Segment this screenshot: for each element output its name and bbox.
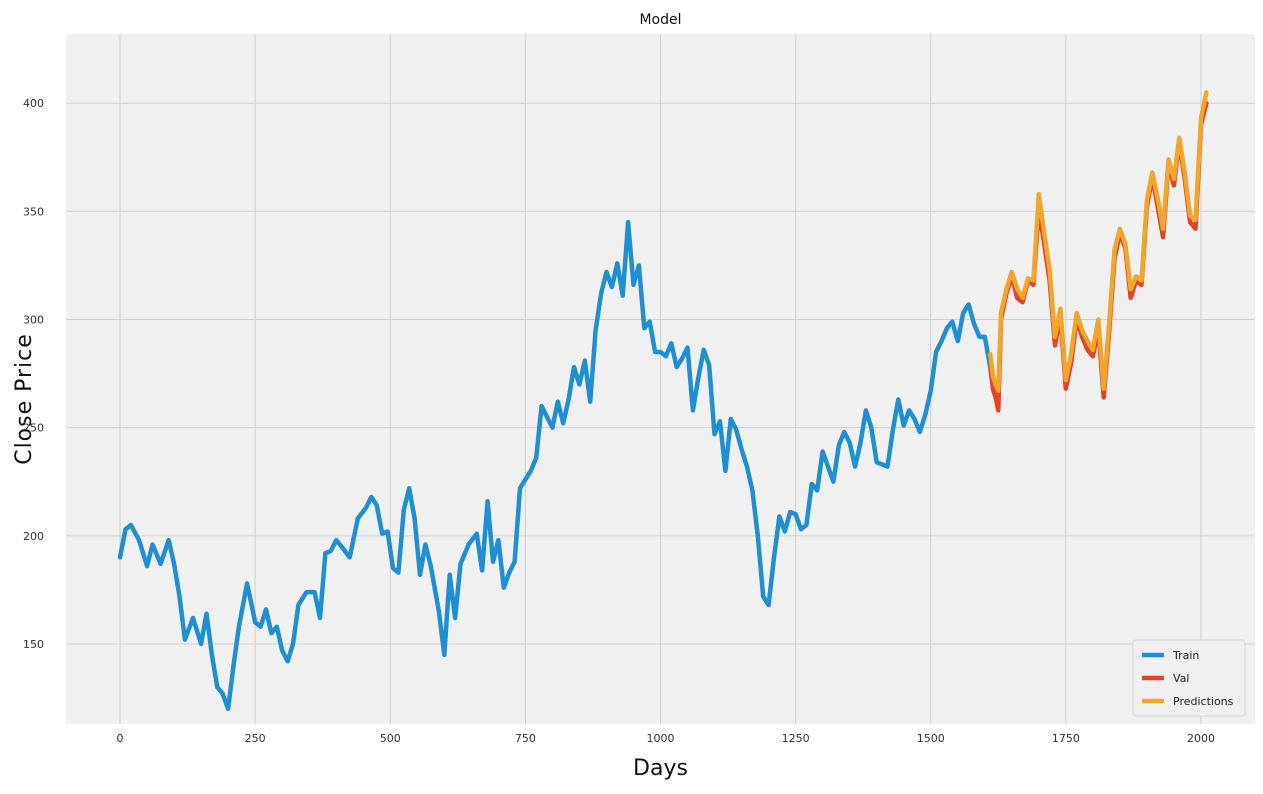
series-predictions-line xyxy=(987,90,1209,394)
x-tick-label: 0 xyxy=(117,732,124,745)
x-tick-label: 1500 xyxy=(917,732,945,745)
legend-box xyxy=(1132,639,1246,717)
chart-title: Model xyxy=(639,12,681,28)
x-tick-label: 250 xyxy=(245,732,266,745)
x-tick-label: 500 xyxy=(380,732,401,745)
series-train-line xyxy=(117,219,993,712)
x-tick-label: 2000 xyxy=(1187,732,1215,745)
x-tick-label: 1250 xyxy=(782,732,810,745)
legend: Train Val Predictions xyxy=(1132,639,1246,717)
x-axis-label: Days xyxy=(633,756,688,781)
legend-label-predictions: Predictions xyxy=(1173,695,1234,708)
tick-labels: 0 250 500 750 1000 1250 1500 1750 2000 150 200 250 3… xyxy=(23,97,1215,745)
x-tick-label: 750 xyxy=(515,732,536,745)
y-tick-label: 350 xyxy=(23,205,44,218)
y-tick-label: 400 xyxy=(23,97,44,110)
y-tick-label: 300 xyxy=(23,314,44,327)
series-lines xyxy=(117,90,1209,712)
y-tick-label: 250 xyxy=(23,422,44,435)
x-tick-label: 1000 xyxy=(647,732,675,745)
legend-label-val: Val xyxy=(1173,672,1189,685)
x-tick-label: 1750 xyxy=(1052,732,1080,745)
y-axis-label: Close Price xyxy=(12,333,37,465)
y-tick-label: 150 xyxy=(23,638,44,651)
y-tick-label: 200 xyxy=(23,530,44,543)
legend-label-train: Train xyxy=(1172,649,1199,662)
